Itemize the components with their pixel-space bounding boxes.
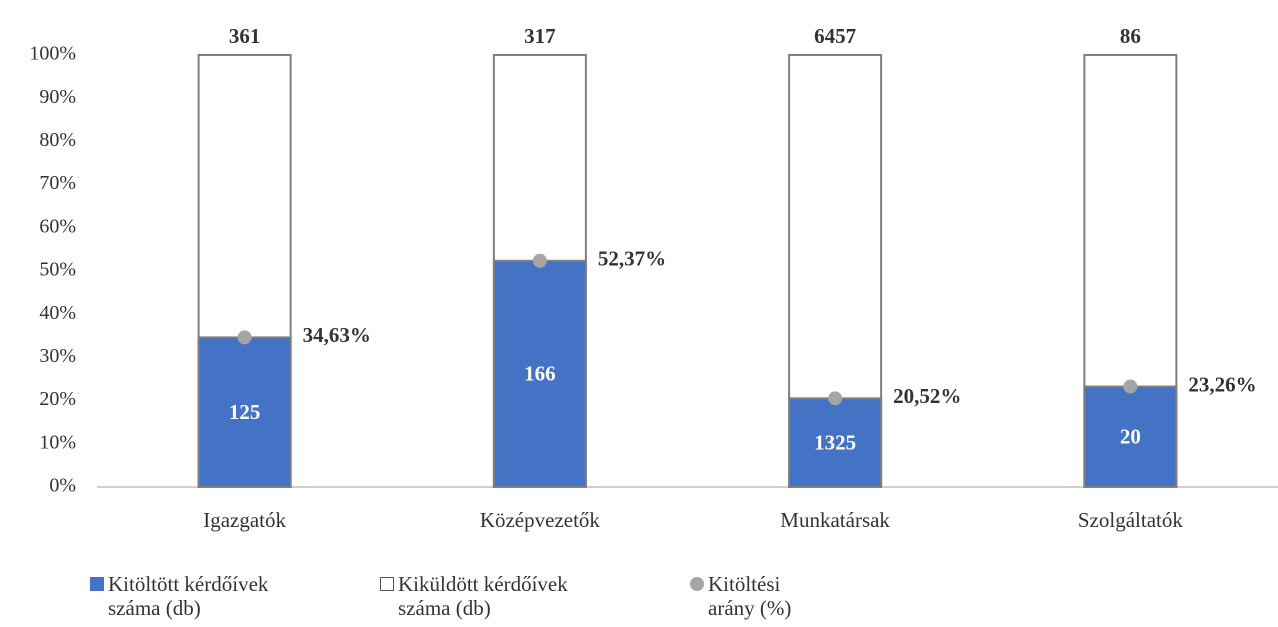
data-label: 23,26%: [1188, 372, 1256, 396]
legend-item: Kiküldött kérdőívek száma (db): [380, 572, 690, 620]
legend-item: Kitöltési arány (%): [690, 572, 890, 620]
legend-label: Kitöltött kérdőívek száma (db): [108, 572, 269, 620]
point: [1123, 379, 1138, 394]
legend-item: Kitöltött kérdőívek száma (db): [90, 572, 380, 620]
y-tick-label: 10%: [39, 431, 76, 453]
y-tick-label: 20%: [39, 388, 76, 410]
point: [237, 330, 252, 345]
y-tick-label: 60%: [39, 215, 76, 237]
point: [828, 391, 843, 406]
bar: [492, 259, 587, 488]
chart: 0% 10% 20% 30% 40% 50% 60% 70% 80% 90% 100% Igazgat…: [29, 24, 1278, 532]
x-tick-label: Munkatársak: [780, 508, 890, 532]
data-label: 1325: [814, 430, 856, 454]
data-label: 20: [1120, 425, 1141, 449]
y-tick-label: 0%: [49, 475, 76, 497]
legend-label: Kitöltési arány (%): [708, 572, 792, 620]
x-tick-label: Igazgatók: [203, 508, 286, 532]
data-label: 86: [1120, 24, 1141, 48]
point: [532, 253, 547, 268]
y-tick-label: 70%: [39, 172, 76, 194]
data-label: 52,37%: [598, 247, 666, 271]
y-tick-label: 80%: [39, 129, 76, 151]
y-tick-label: 90%: [39, 86, 76, 108]
bar: [197, 336, 292, 489]
data-label: 6457: [814, 24, 856, 48]
data-label: 361: [229, 24, 261, 48]
x-tick-label: Szolgáltatók: [1078, 508, 1183, 532]
y-tick-label: 40%: [39, 302, 76, 324]
y-tick-label: 30%: [39, 345, 76, 367]
data-label: 20,52%: [893, 384, 961, 408]
legend-swatch: [90, 577, 104, 591]
legend-swatch: [380, 577, 394, 591]
x-tick-label: Középvezetők: [480, 508, 601, 532]
data-label: 317: [524, 24, 556, 48]
y-tick-label: 100%: [29, 43, 76, 65]
data-label: 125: [229, 400, 261, 424]
y-tick-label: 50%: [39, 259, 76, 281]
bar: [1083, 385, 1178, 488]
data-label: 166: [524, 362, 556, 386]
legend-swatch: [690, 577, 704, 591]
legend-label: Kiküldött kérdőívek száma (db): [398, 572, 568, 620]
bar: [788, 397, 883, 488]
legend: Kitöltött kérdőívek száma (db) Kiküldött …: [90, 572, 890, 620]
data-label: 34,63%: [303, 323, 371, 347]
